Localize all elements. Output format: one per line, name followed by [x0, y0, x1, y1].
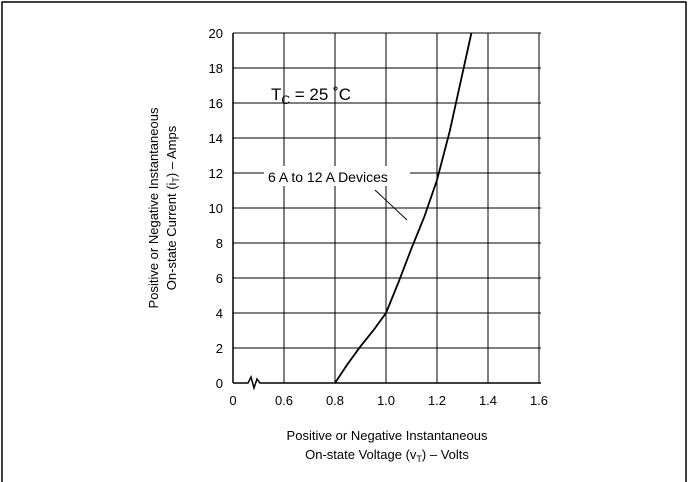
series: [334, 32, 473, 384]
x-tick-label: 0.6: [275, 393, 293, 408]
x-axis-label-line1: Positive or Negative Instantaneous: [287, 428, 488, 443]
axes: [232, 32, 541, 391]
y-tick-label: 4: [216, 306, 223, 321]
curve-label: 6 A to 12 A Devices: [268, 169, 388, 185]
y-tick-label: 0: [216, 376, 223, 391]
y-tick-label: 12: [209, 166, 223, 181]
x-tick-label: 0.8: [326, 393, 344, 408]
series-line: [334, 32, 473, 384]
x-axis-label-line2: On-state Voltage (vT) – Volts: [305, 447, 469, 464]
y-tick-labels: 0 2 4 6 8 10 12 14 16 18 20: [209, 26, 223, 391]
y-tick-label: 14: [209, 131, 223, 146]
y-tick-label: 2: [216, 341, 223, 356]
x-tick-label: 1.2: [428, 393, 446, 408]
y-tick-label: 6: [216, 271, 223, 286]
x-tick-label: 0: [229, 393, 236, 408]
x-tick-label: 1.4: [479, 393, 497, 408]
y-tick-label: 16: [209, 96, 223, 111]
y-tick-label: 8: [216, 236, 223, 251]
temperature-annotation: TC = 25 ˚C: [271, 85, 351, 107]
curve-label-background: [264, 166, 410, 186]
x-tick-label: 1.0: [377, 393, 395, 408]
y-tick-label: 10: [209, 201, 223, 216]
y-tick-label: 20: [209, 26, 223, 41]
y-tick-label: 18: [209, 61, 223, 76]
y-axis-label-line2: On-state Current (iT) – Amps: [164, 125, 181, 290]
y-axis-label-line1: Positive or Negative Instantaneous: [146, 107, 161, 308]
x-tick-label: 1.6: [530, 393, 548, 408]
x-tick-labels: 0 0.6 0.8 1.0 1.2 1.4 1.6: [229, 393, 548, 408]
x-axis-line-with-break: [233, 374, 541, 391]
curve-label-leader: [374, 189, 408, 221]
